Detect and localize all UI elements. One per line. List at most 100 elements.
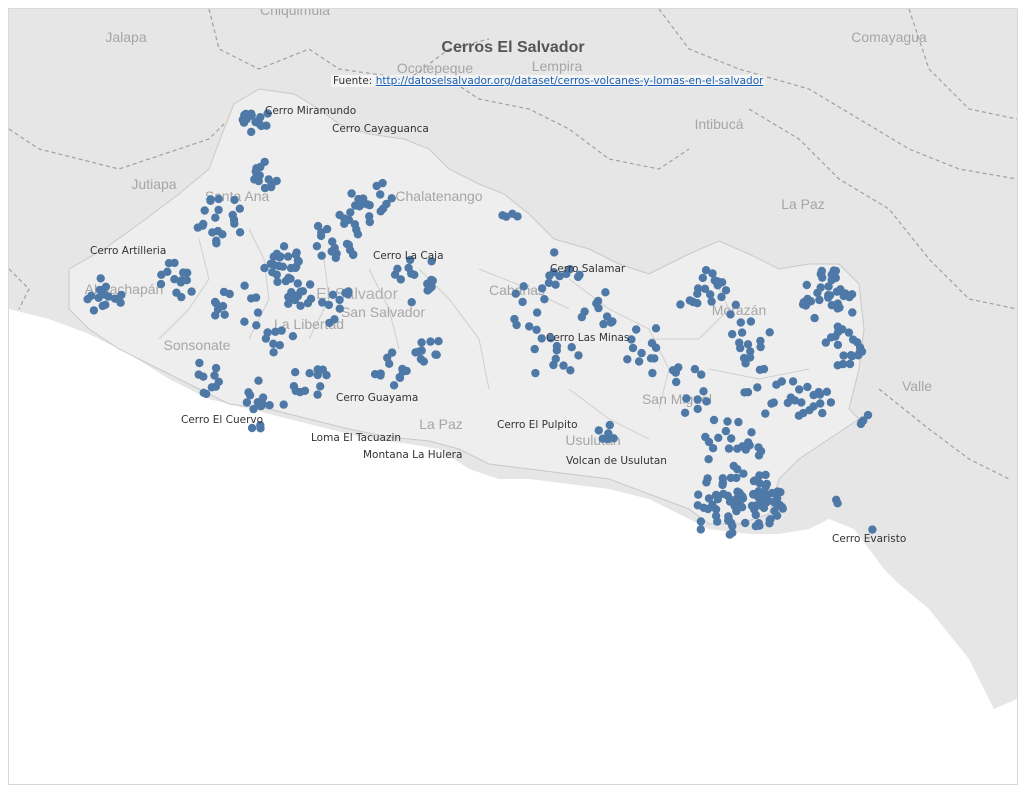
peak-marker[interactable] [551, 280, 560, 289]
peak-marker[interactable] [726, 310, 735, 319]
peak-marker[interactable] [211, 213, 220, 222]
peak-marker[interactable] [532, 325, 541, 334]
peak-marker[interactable] [821, 338, 830, 347]
peak-marker[interactable] [519, 282, 528, 291]
peak-marker[interactable] [721, 426, 731, 436]
peak-marker[interactable] [518, 297, 527, 307]
peak-marker[interactable] [723, 491, 732, 500]
peak-marker[interactable] [532, 308, 542, 317]
peak-marker[interactable] [423, 279, 432, 288]
peak-marker[interactable] [797, 398, 806, 407]
peak-marker[interactable] [268, 268, 277, 277]
peak-marker[interactable] [434, 337, 443, 346]
peak-marker[interactable] [704, 494, 714, 503]
peak-marker[interactable] [803, 382, 812, 392]
peak-marker[interactable] [680, 408, 690, 417]
peak-marker[interactable] [845, 359, 855, 369]
peak-marker[interactable] [269, 348, 278, 357]
peak-marker[interactable] [834, 327, 843, 337]
peak-marker[interactable] [303, 299, 313, 308]
peak-marker[interactable] [389, 381, 399, 390]
peak-marker[interactable] [857, 347, 867, 356]
peak-marker[interactable] [676, 300, 685, 309]
peak-marker[interactable] [733, 465, 742, 474]
peak-marker[interactable] [826, 398, 836, 407]
peak-marker[interactable] [335, 295, 344, 305]
peak-markers[interactable] [83, 109, 877, 539]
peak-marker[interactable] [322, 224, 332, 234]
peak-marker[interactable] [157, 270, 166, 279]
peak-marker[interactable] [291, 368, 300, 377]
peak-marker[interactable] [738, 494, 748, 503]
peak-marker[interactable] [647, 339, 657, 348]
peak-marker[interactable] [316, 231, 326, 241]
peak-marker[interactable] [818, 408, 827, 418]
peak-marker[interactable] [230, 195, 239, 205]
peak-marker[interactable] [537, 284, 547, 293]
peak-marker[interactable] [546, 334, 555, 343]
peak-marker[interactable] [839, 351, 848, 360]
peak-marker[interactable] [387, 194, 396, 203]
peak-marker[interactable] [279, 242, 289, 251]
peak-marker[interactable] [235, 228, 245, 237]
peak-marker[interactable] [249, 404, 258, 414]
peak-marker[interactable] [824, 291, 833, 300]
peak-marker[interactable] [751, 510, 760, 520]
peak-marker[interactable] [824, 282, 833, 291]
peak-marker[interactable] [240, 281, 249, 290]
peak-marker[interactable] [706, 290, 715, 299]
peak-marker[interactable] [694, 490, 703, 499]
peak-marker[interactable] [815, 295, 824, 305]
peak-marker[interactable] [844, 328, 854, 337]
peak-marker[interactable] [417, 338, 426, 347]
peak-marker[interactable] [609, 434, 618, 443]
peak-marker[interactable] [813, 288, 822, 298]
peak-marker[interactable] [741, 518, 750, 528]
peak-marker[interactable] [344, 215, 354, 225]
peak-marker[interactable] [628, 343, 638, 353]
peak-marker[interactable] [754, 443, 763, 452]
peak-marker[interactable] [623, 355, 632, 364]
peak-marker[interactable] [305, 280, 315, 289]
peak-marker[interactable] [769, 398, 778, 407]
peak-marker[interactable] [704, 455, 713, 464]
peak-marker[interactable] [756, 342, 765, 352]
peak-marker[interactable] [565, 265, 575, 274]
peak-marker[interactable] [737, 328, 747, 337]
peak-marker[interactable] [730, 502, 739, 511]
peak-marker[interactable] [365, 201, 374, 210]
peak-marker[interactable] [544, 278, 554, 288]
peak-marker[interactable] [170, 275, 179, 284]
peak-marker[interactable] [383, 353, 392, 362]
peak-marker[interactable] [156, 279, 166, 289]
peak-marker[interactable] [627, 335, 636, 344]
peak-marker[interactable] [594, 426, 603, 435]
peak-marker[interactable] [765, 328, 774, 337]
peak-marker[interactable] [672, 377, 681, 387]
peak-marker[interactable] [240, 110, 249, 120]
peak-marker[interactable] [756, 336, 765, 346]
peak-marker[interactable] [263, 109, 272, 118]
peak-marker[interactable] [179, 268, 188, 277]
peak-marker[interactable] [211, 363, 221, 373]
peak-marker[interactable] [359, 194, 368, 203]
peak-marker[interactable] [802, 280, 811, 290]
peak-marker[interactable] [728, 330, 737, 339]
peak-marker[interactable] [328, 237, 337, 246]
peak-marker[interactable] [256, 421, 265, 430]
peak-marker[interactable] [814, 387, 823, 397]
peak-marker[interactable] [278, 262, 287, 271]
source-link[interactable]: http://datoselsalvador.org/dataset/cerro… [375, 75, 764, 87]
peak-marker[interactable] [755, 365, 765, 374]
peak-marker[interactable] [734, 417, 743, 427]
peak-marker[interactable] [213, 305, 223, 314]
peak-marker[interactable] [702, 478, 711, 487]
peak-marker[interactable] [214, 377, 223, 386]
peak-marker[interactable] [634, 357, 644, 366]
peak-marker[interactable] [426, 337, 435, 346]
peak-marker[interactable] [559, 361, 568, 370]
peak-marker[interactable] [739, 469, 748, 478]
peak-marker[interactable] [531, 368, 540, 378]
peak-marker[interactable] [273, 277, 282, 287]
peak-marker[interactable] [799, 408, 808, 418]
